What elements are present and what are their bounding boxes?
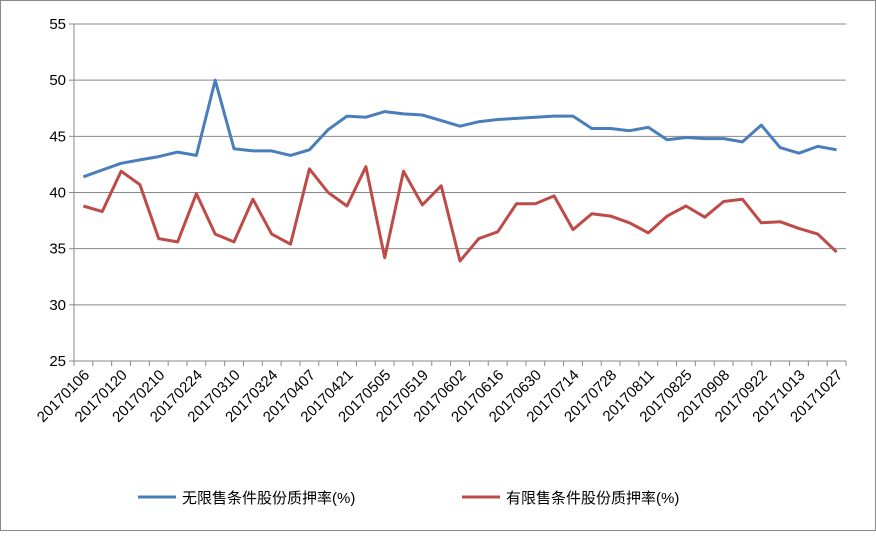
y-tick-label: 25 — [49, 353, 66, 370]
y-tick-label: 45 — [49, 128, 66, 145]
series-line — [82, 165, 838, 263]
y-tick-label: 35 — [49, 241, 66, 258]
legend-label: 有限售条件股份质押率(%) — [506, 490, 679, 507]
legend-label: 无限售条件股份质押率(%) — [182, 490, 355, 507]
y-tick-label: 30 — [49, 297, 66, 314]
y-tick-label: 55 — [49, 16, 66, 33]
y-tick-label: 50 — [49, 72, 66, 89]
series-line — [82, 78, 837, 179]
y-tick-label: 40 — [49, 185, 66, 202]
